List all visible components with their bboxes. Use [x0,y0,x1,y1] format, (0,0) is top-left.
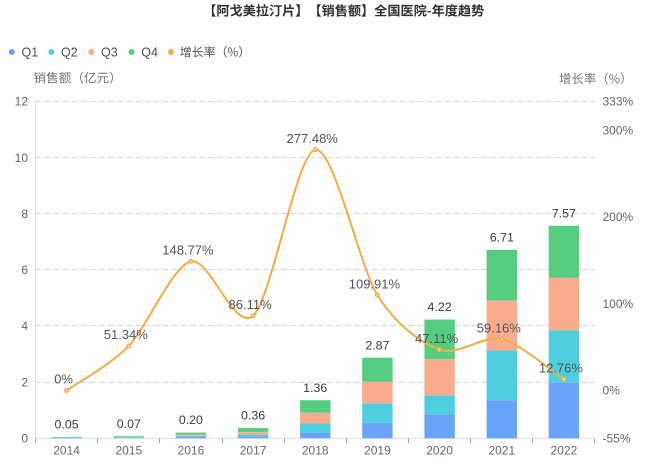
svg-text:2015: 2015 [115,443,142,457]
svg-text:2018: 2018 [302,443,329,457]
svg-text:2020: 2020 [426,443,453,457]
svg-text:0%: 0% [603,384,621,398]
svg-text:10: 10 [15,151,29,165]
svg-text:Q3: Q3 [101,45,118,59]
svg-text:2: 2 [21,375,28,389]
svg-text:2022: 2022 [551,443,578,457]
svg-text:109.91%: 109.91% [349,276,401,291]
svg-text:2014: 2014 [53,443,80,457]
svg-text:0.05: 0.05 [55,418,79,432]
svg-text:200%: 200% [603,210,634,224]
svg-text:2021: 2021 [488,443,515,457]
svg-text:148.77%: 148.77% [162,243,214,258]
svg-text:0%: 0% [54,372,73,387]
svg-text:100%: 100% [603,297,634,311]
svg-text:51.34%: 51.34% [104,327,149,342]
svg-text:2.87: 2.87 [365,338,389,352]
svg-text:4: 4 [21,319,28,333]
svg-text:86.11%: 86.11% [229,297,273,312]
svg-text:333%: 333% [603,95,634,109]
svg-text:1.36: 1.36 [303,381,327,395]
svg-text:0.07: 0.07 [117,417,141,431]
svg-text:0.36: 0.36 [241,409,265,423]
svg-text:Q2: Q2 [61,45,78,59]
svg-text:12: 12 [15,95,29,109]
svg-text:47.11%: 47.11% [415,331,459,346]
svg-text:2016: 2016 [178,443,205,457]
svg-text:0.20: 0.20 [179,413,203,427]
svg-text:6: 6 [21,263,28,277]
svg-text:2017: 2017 [240,443,267,457]
svg-text:300%: 300% [603,123,634,137]
svg-text:Q1: Q1 [22,45,39,59]
svg-text:6.71: 6.71 [490,231,514,245]
svg-text:4.22: 4.22 [428,300,452,314]
svg-text:Q4: Q4 [141,45,158,59]
svg-text:-55%: -55% [603,431,631,445]
svg-text:2019: 2019 [364,443,391,457]
svg-text:7.57: 7.57 [552,206,576,220]
svg-text:8: 8 [21,207,28,221]
svg-text:0: 0 [21,431,28,445]
svg-text:277.48%: 277.48% [287,131,339,146]
svg-text:59.16%: 59.16% [477,320,522,335]
svg-text:12.76%: 12.76% [539,361,584,376]
